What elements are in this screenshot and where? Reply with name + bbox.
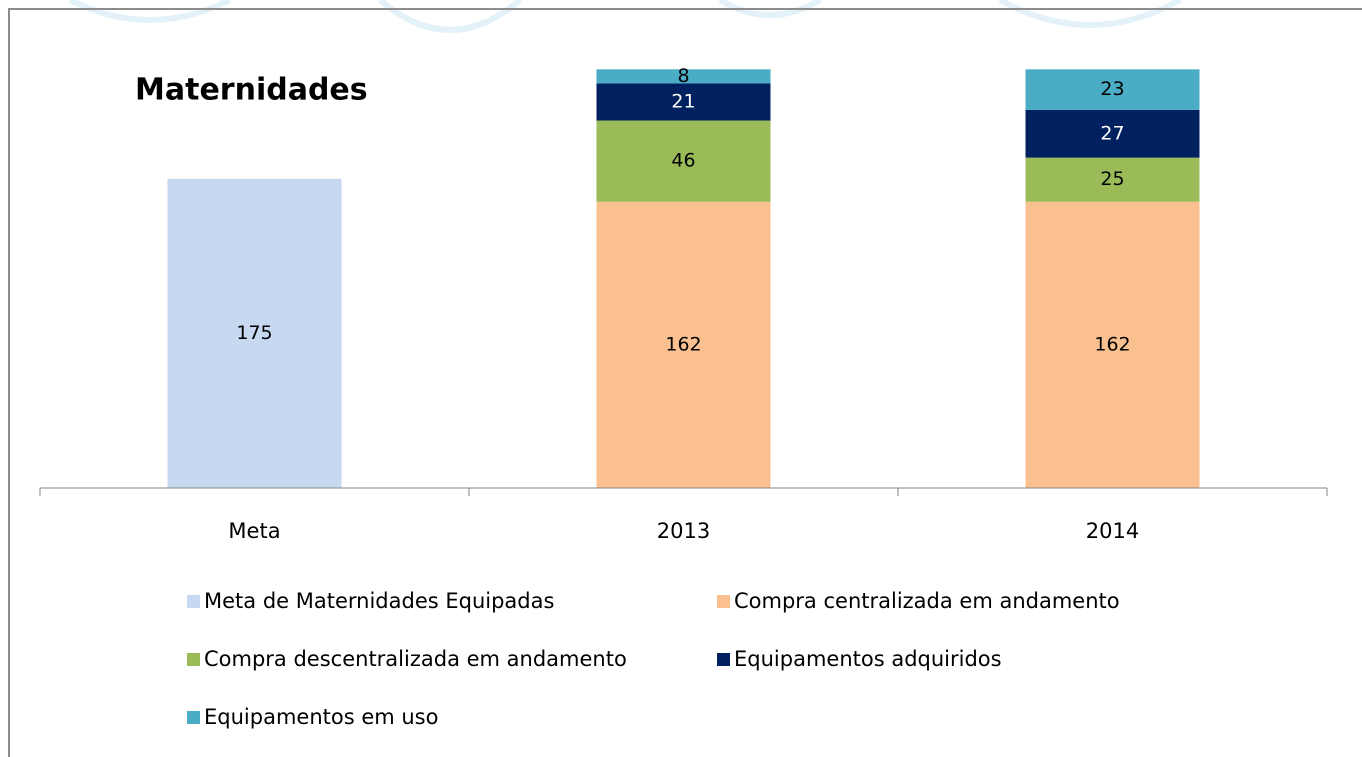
bar-segment xyxy=(596,83,771,121)
data-label: 46 xyxy=(671,150,695,172)
bar-segment xyxy=(1025,201,1200,489)
data-label: 25 xyxy=(1100,168,1124,190)
legend-label: Equipamentos adquiridos xyxy=(734,647,1002,671)
legend-swatch xyxy=(717,595,730,608)
chart-title: Maternidades xyxy=(135,73,368,108)
data-label: 162 xyxy=(665,333,701,355)
bar-segment xyxy=(596,69,771,84)
legend-swatch xyxy=(717,653,730,666)
bar-segment xyxy=(1025,69,1200,110)
bar-segment xyxy=(167,178,342,489)
frame xyxy=(8,8,1362,757)
watermark xyxy=(68,0,1182,33)
legend-label: Meta de Maternidades Equipadas xyxy=(204,589,554,613)
x-tick-label: 2014 xyxy=(1086,519,1139,543)
legend-swatch xyxy=(187,595,200,608)
legend-label: Equipamentos em uso xyxy=(204,705,438,729)
legend-swatch xyxy=(187,653,200,666)
bar-segment xyxy=(596,201,771,489)
x-tick-label: Meta xyxy=(228,519,280,543)
data-label: 162 xyxy=(1094,333,1130,355)
data-label: 21 xyxy=(671,90,695,112)
bar-segment xyxy=(596,120,771,202)
legend-label: Compra descentralizada em andamento xyxy=(204,647,627,671)
bar-segment xyxy=(1025,157,1200,202)
x-tick-label: 2013 xyxy=(657,519,710,543)
data-label: 23 xyxy=(1100,78,1124,100)
data-label: 27 xyxy=(1100,122,1124,144)
bar-segment xyxy=(1025,109,1200,158)
data-label: 8 xyxy=(677,65,689,87)
legend-label: Compra centralizada em andamento xyxy=(734,589,1120,613)
legend-swatch xyxy=(187,711,200,724)
data-label: 175 xyxy=(236,322,272,344)
